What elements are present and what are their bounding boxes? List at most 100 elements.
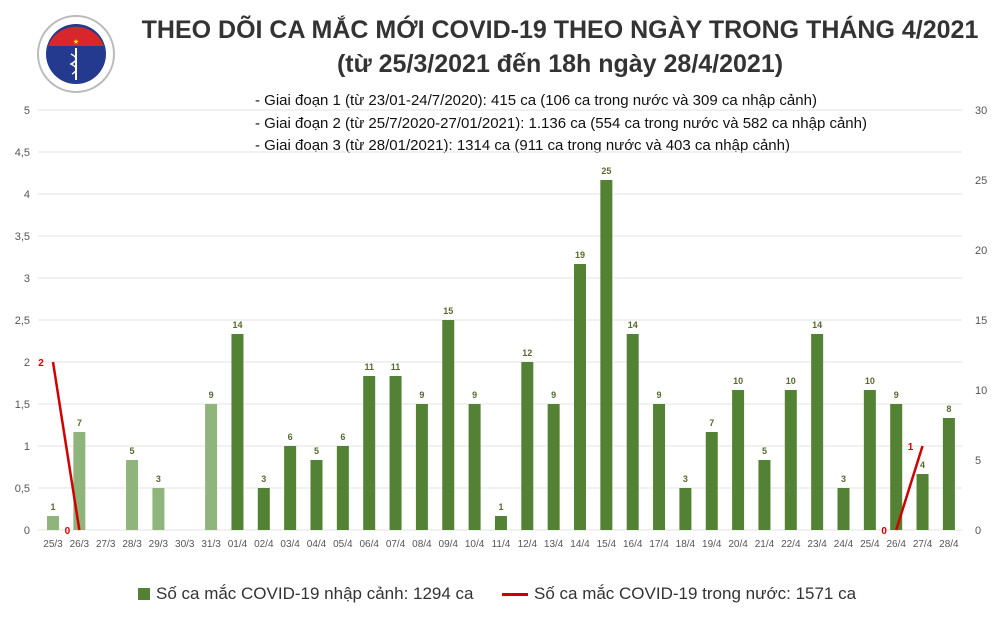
bar-data-label: 5 bbox=[762, 446, 767, 456]
bar bbox=[363, 376, 376, 530]
bar-data-label: 1 bbox=[498, 502, 503, 512]
x-axis-tick: 24/4 bbox=[834, 539, 854, 550]
x-axis-tick: 04/4 bbox=[307, 539, 327, 550]
left-axis-tick: 1,5 bbox=[15, 399, 30, 411]
x-axis-tick: 01/4 bbox=[228, 539, 248, 550]
right-axis-tick: 5 bbox=[975, 455, 981, 467]
left-axis-tick: 4 bbox=[24, 189, 30, 201]
x-axis-tick: 08/4 bbox=[412, 539, 432, 550]
bar-data-label: 19 bbox=[575, 250, 585, 260]
bar-data-label: 9 bbox=[657, 390, 662, 400]
bar bbox=[942, 418, 955, 530]
bar bbox=[600, 180, 613, 530]
x-axis-tick: 05/4 bbox=[333, 539, 353, 550]
right-axis-tick: 10 bbox=[975, 385, 987, 397]
bar bbox=[916, 474, 929, 530]
legend-bar: Số ca mắc COVID-19 nhập cảnh: 1294 ca bbox=[138, 584, 474, 604]
bar bbox=[679, 488, 692, 530]
bar-data-label: 5 bbox=[130, 446, 135, 456]
bar bbox=[547, 404, 560, 530]
note-phase-1: - Giai đoạn 1 (từ 23/01-24/7/2020): 415 … bbox=[255, 92, 817, 109]
left-axis-tick: 3 bbox=[24, 273, 30, 285]
note-phase-3: - Giai đoạn 3 (từ 28/01/2021): 1314 ca (… bbox=[255, 137, 790, 154]
bar-data-label: 10 bbox=[786, 376, 796, 386]
bar bbox=[890, 404, 903, 530]
left-axis-tick: 2,5 bbox=[15, 315, 30, 327]
line-segment bbox=[51, 361, 81, 531]
bar bbox=[468, 404, 481, 530]
bar-data-label: 9 bbox=[419, 390, 424, 400]
line-segment bbox=[895, 445, 924, 531]
bar bbox=[705, 432, 718, 530]
note-phase-2: - Giai đoạn 2 (từ 25/7/2020-27/01/2021):… bbox=[255, 115, 867, 132]
bar-data-label: 14 bbox=[812, 320, 822, 330]
bar bbox=[284, 446, 297, 530]
right-axis-tick: 30 bbox=[975, 105, 987, 117]
bar-data-label: 9 bbox=[472, 390, 477, 400]
x-axis-tick: 26/4 bbox=[886, 539, 906, 550]
bar bbox=[574, 264, 586, 530]
chart-title: THEO DÕI CA MẮC MỚI COVID-19 THEO NGÀY T… bbox=[141, 16, 979, 44]
bar bbox=[442, 320, 455, 530]
bar-data-label: 5 bbox=[314, 446, 319, 456]
bar-data-label: 14 bbox=[232, 320, 242, 330]
x-axis-tick: 10/4 bbox=[465, 539, 485, 550]
bar bbox=[257, 488, 270, 530]
x-axis-tick: 07/4 bbox=[386, 539, 406, 550]
bar-data-label: 10 bbox=[733, 376, 743, 386]
bar bbox=[494, 516, 507, 530]
bar-data-label: 25 bbox=[601, 166, 611, 176]
bar bbox=[732, 390, 745, 530]
bar bbox=[389, 376, 402, 530]
bar-data-label: 9 bbox=[551, 390, 556, 400]
bar-data-label: 3 bbox=[683, 474, 688, 484]
x-axis-tick: 31/3 bbox=[201, 539, 221, 550]
legend-bar-swatch bbox=[138, 588, 150, 600]
right-axis-tick: 25 bbox=[975, 175, 987, 187]
legend-bar-label: Số ca mắc COVID-19 nhập cảnh: 1294 ca bbox=[156, 584, 474, 603]
bar-data-label: 7 bbox=[709, 418, 714, 428]
bar-data-label: 12 bbox=[522, 348, 532, 358]
line-data-label: 0 bbox=[881, 526, 887, 537]
left-axis-tick: 1 bbox=[24, 441, 30, 453]
x-axis-tick: 15/4 bbox=[597, 539, 617, 550]
bar bbox=[126, 460, 139, 530]
legend-line-swatch bbox=[502, 592, 528, 596]
x-axis-tick: 25/3 bbox=[43, 539, 63, 550]
legend-line: Số ca mắc COVID-19 trong nước: 1571 ca bbox=[502, 584, 856, 604]
right-axis-tick: 15 bbox=[975, 315, 987, 327]
bar bbox=[626, 334, 639, 530]
bar-data-label: 15 bbox=[443, 306, 453, 316]
left-axis-tick: 3,5 bbox=[15, 231, 30, 243]
bar-data-label: 6 bbox=[340, 432, 345, 442]
bar-data-label: 3 bbox=[261, 474, 266, 484]
bar bbox=[310, 460, 323, 530]
right-axis-tick: 0 bbox=[975, 525, 981, 537]
bar-data-label: 7 bbox=[77, 418, 82, 428]
legend-line-label: Số ca mắc COVID-19 trong nước: 1571 ca bbox=[534, 584, 857, 603]
x-axis-tick: 16/4 bbox=[623, 539, 643, 550]
bar bbox=[811, 334, 824, 530]
bar-data-label: 3 bbox=[156, 474, 161, 484]
x-axis-tick: 29/3 bbox=[149, 539, 169, 550]
bar-data-label: 14 bbox=[628, 320, 638, 330]
bar bbox=[152, 488, 165, 530]
x-axis-tick: 18/4 bbox=[676, 539, 696, 550]
x-axis-tick: 27/3 bbox=[96, 539, 116, 550]
left-axis-tick: 2 bbox=[24, 357, 30, 369]
x-axis-tick: 22/4 bbox=[781, 539, 801, 550]
bar bbox=[231, 334, 244, 530]
x-axis-tick: 03/4 bbox=[280, 539, 300, 550]
bar bbox=[73, 432, 86, 530]
bar-data-label: 11 bbox=[391, 362, 401, 372]
x-axis-tick: 09/4 bbox=[439, 539, 459, 550]
x-axis-tick: 13/4 bbox=[544, 539, 564, 550]
x-axis-tick: 14/4 bbox=[570, 539, 590, 550]
x-axis-tick: 23/4 bbox=[807, 539, 827, 550]
left-axis-tick: 4,5 bbox=[15, 147, 30, 159]
bar bbox=[47, 516, 59, 530]
bar-data-label: 9 bbox=[209, 390, 214, 400]
bar-data-label: 6 bbox=[288, 432, 293, 442]
bar-data-label: 8 bbox=[946, 404, 951, 414]
